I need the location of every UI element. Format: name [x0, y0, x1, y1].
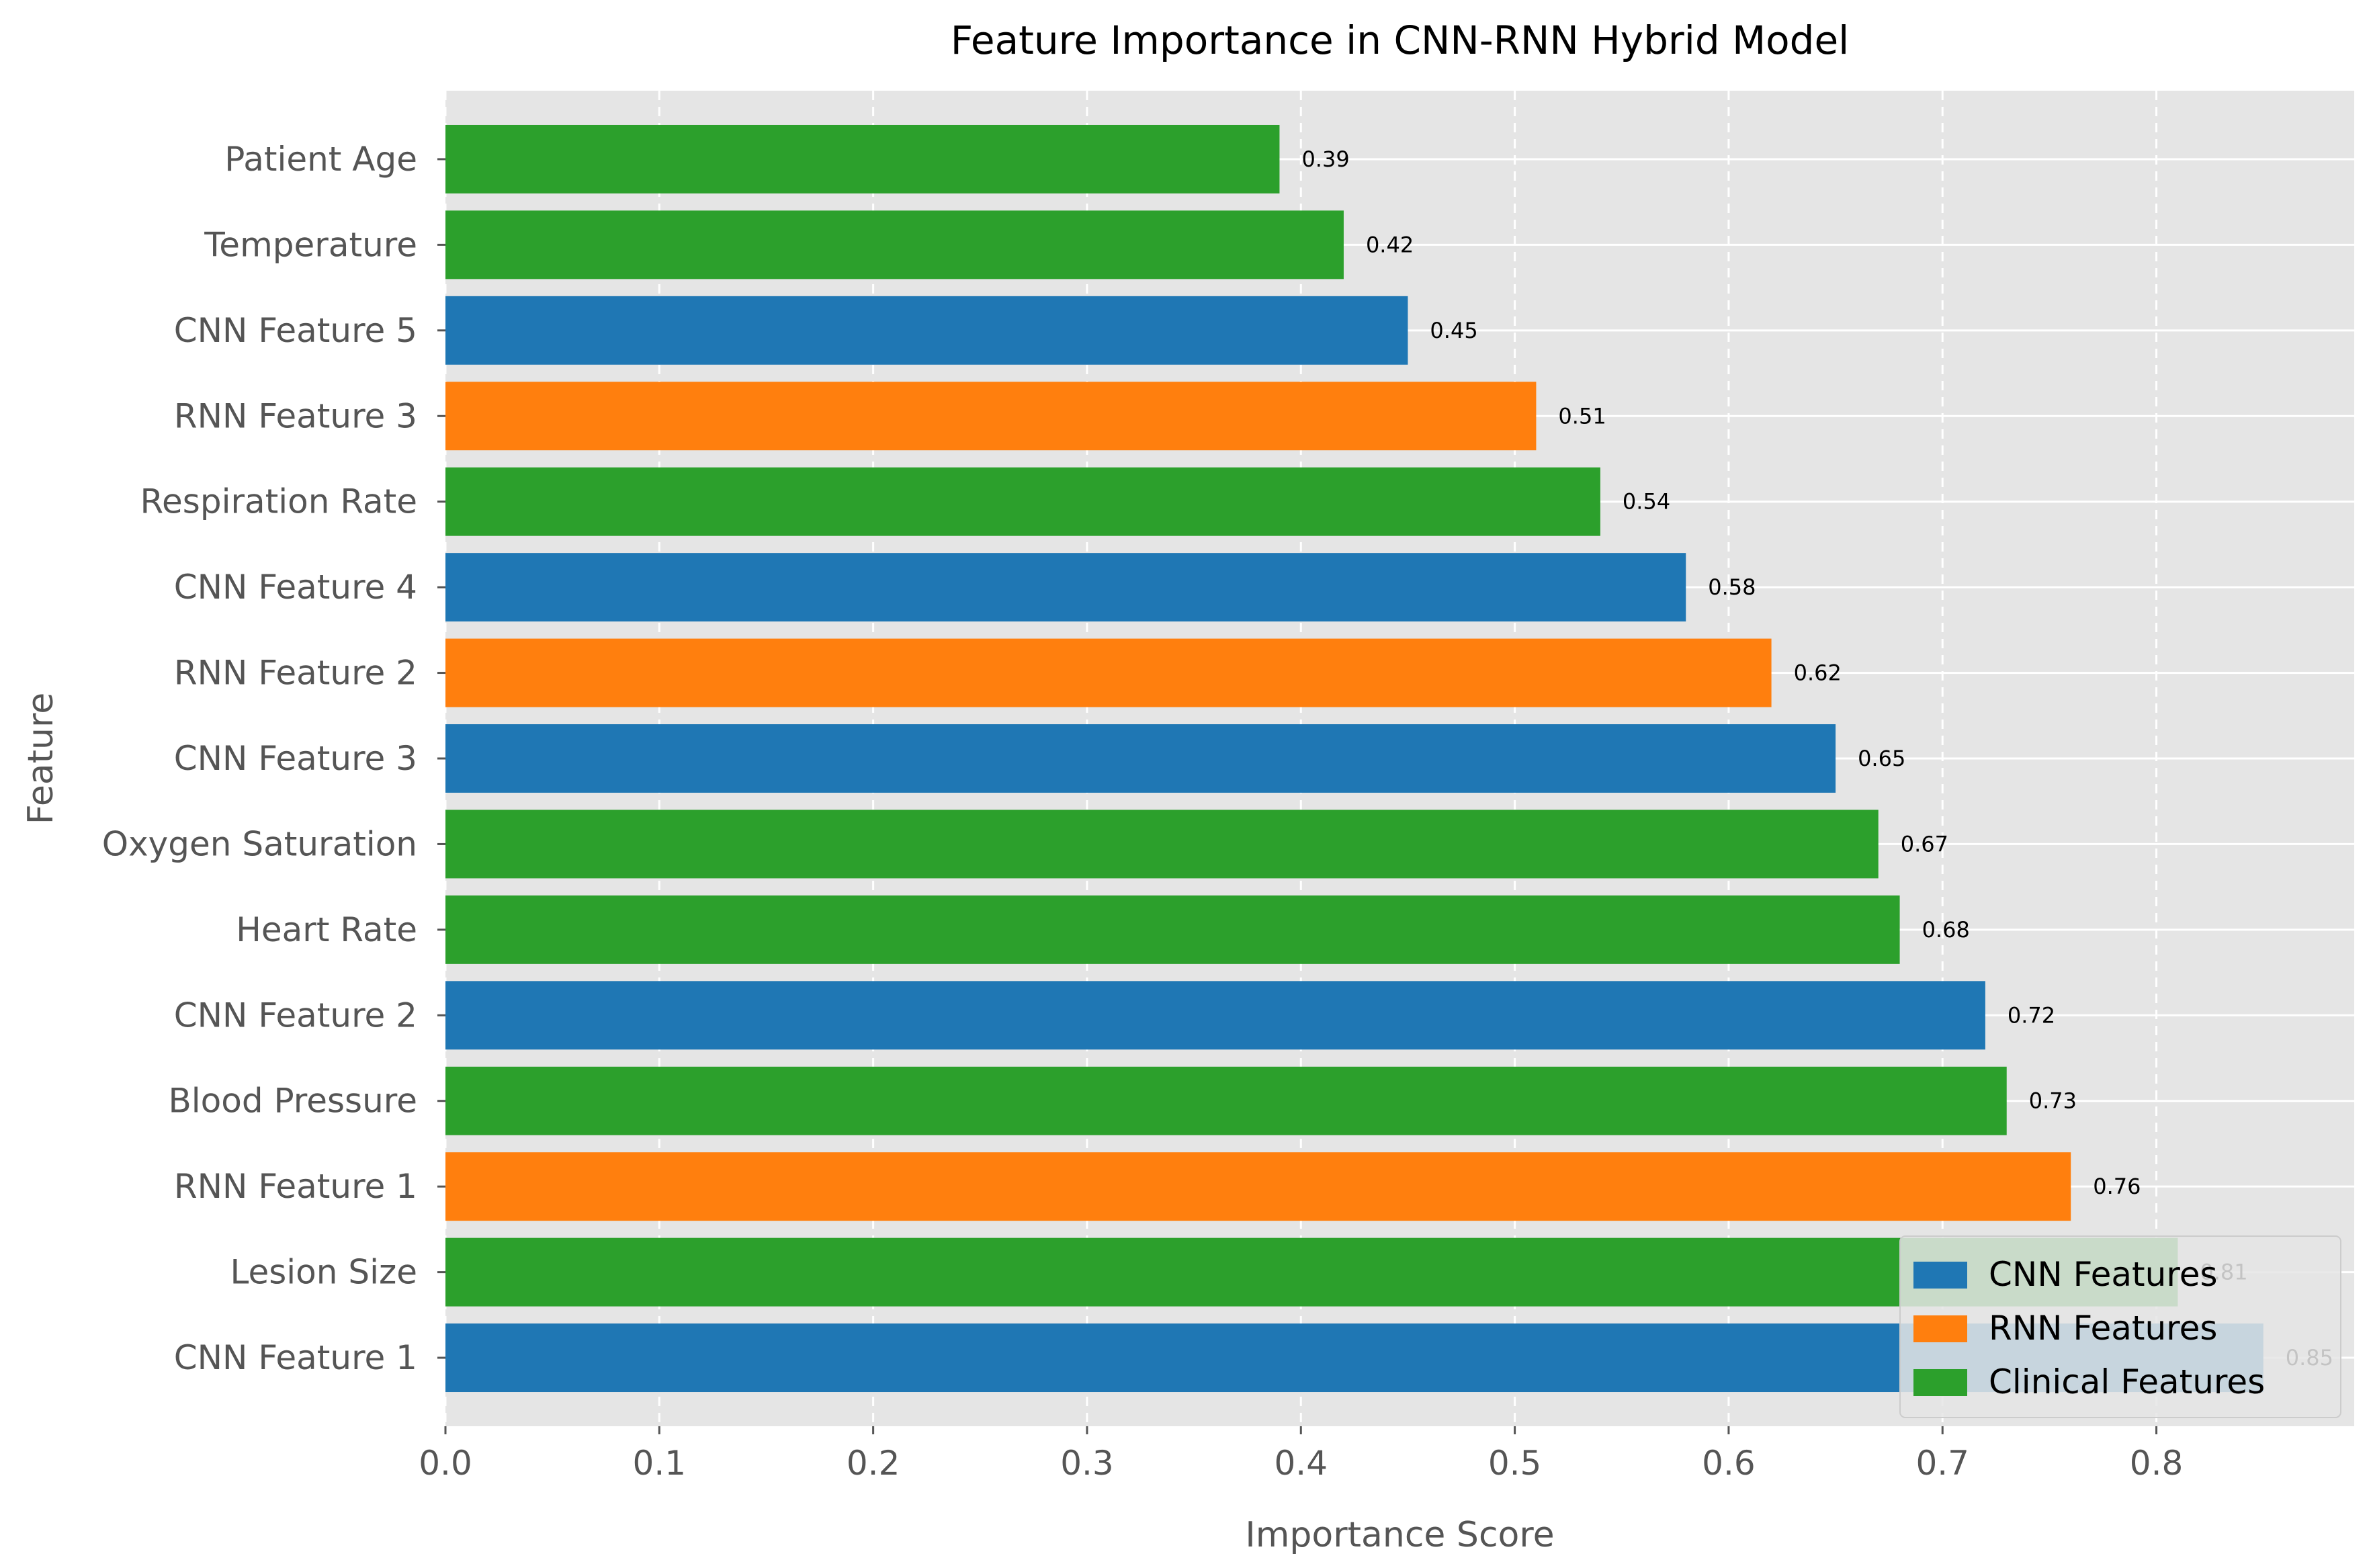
y-tick-label: CNN Feature 4: [174, 568, 417, 607]
y-tick-label: RNN Feature 3: [174, 396, 417, 435]
y-tick-label: CNN Feature 1: [174, 1338, 417, 1377]
bar: [445, 1237, 2178, 1307]
y-tick-label: CNN Feature 3: [174, 739, 417, 778]
legend-swatch-clinical: [1913, 1369, 1967, 1396]
y-tick-label: CNN Feature 2: [174, 996, 417, 1035]
y-tick-label: Respiration Rate: [140, 482, 417, 521]
legend: CNN Features RNN Features Clinical Feature…: [1899, 1235, 2341, 1418]
x-axis-label: Importance Score: [1245, 1515, 1554, 1555]
x-tick-label: 0.8: [2130, 1444, 2184, 1483]
data-label: 0.51: [1558, 403, 1606, 429]
x-tick-label: 0.0: [419, 1444, 472, 1483]
bar: [445, 210, 1344, 279]
legend-label-cnn: CNN Features: [1989, 1255, 2218, 1294]
bar: [445, 1152, 2071, 1221]
y-tick-label: Oxygen Saturation: [102, 824, 417, 863]
data-label: 0.76: [2093, 1174, 2141, 1199]
y-tick-label: Blood Pressure: [168, 1082, 417, 1121]
y-axis-label: Feature: [21, 693, 61, 825]
bar: [445, 124, 1280, 193]
legend-label-clinical: Clinical Features: [1989, 1362, 2265, 1401]
y-tick-label: RNN Feature 1: [174, 1167, 417, 1206]
data-label: 0.65: [1858, 746, 1905, 771]
legend-box: [1899, 1235, 2341, 1418]
bar: [445, 296, 1408, 365]
bar: [445, 724, 1836, 793]
y-tick-label: Temperature: [204, 225, 417, 264]
data-label: 0.72: [2008, 1002, 2055, 1028]
x-tick-label: 0.1: [633, 1444, 687, 1483]
bar: [445, 810, 1879, 879]
data-label: 0.67: [1901, 831, 1948, 857]
legend-label-rnn: RNN Features: [1989, 1309, 2217, 1348]
bar: [445, 1066, 2007, 1135]
y-tick-label: Patient Age: [224, 140, 417, 179]
x-tick-label: 0.4: [1275, 1444, 1328, 1483]
data-label: 0.39: [1301, 146, 1349, 172]
bar: [445, 382, 1537, 451]
y-axis-ticks: Patient Age Temperature CNN Feature 5 RNN F…: [102, 140, 445, 1377]
data-label: 0.42: [1366, 232, 1414, 257]
x-tick-label: 0.3: [1060, 1444, 1114, 1483]
bar: [445, 895, 1900, 964]
y-tick-label: RNN Feature 2: [174, 654, 417, 693]
bar: [445, 467, 1600, 536]
x-tick-label: 0.6: [1702, 1444, 1756, 1483]
chart-title: Feature Importance in CNN-RNN Hybrid Mod…: [951, 17, 1850, 63]
bar: [445, 553, 1686, 622]
data-label: 0.62: [1794, 660, 1842, 686]
y-tick-label: CNN Feature 5: [174, 311, 417, 350]
legend-swatch-rnn: [1913, 1315, 1967, 1342]
data-label: 0.58: [1708, 574, 1756, 600]
x-tick-label: 0.5: [1488, 1444, 1542, 1483]
x-axis-ticks: 0.0 0.1 0.2 0.3 0.4 0.5 0.6 0.7 0.8: [419, 1426, 2183, 1483]
y-tick-label: Lesion Size: [230, 1253, 418, 1292]
y-tick-label: Heart Rate: [236, 910, 417, 949]
data-label: 0.54: [1623, 489, 1670, 515]
data-label: 0.68: [1922, 917, 1970, 943]
data-label: 0.45: [1430, 318, 1477, 343]
x-tick-label: 0.7: [1915, 1444, 1969, 1483]
x-tick-label: 0.2: [847, 1444, 900, 1483]
legend-swatch-cnn: [1913, 1262, 1967, 1289]
bar: [445, 981, 1985, 1050]
data-label: 0.73: [2029, 1088, 2077, 1114]
bar: [445, 638, 1772, 707]
